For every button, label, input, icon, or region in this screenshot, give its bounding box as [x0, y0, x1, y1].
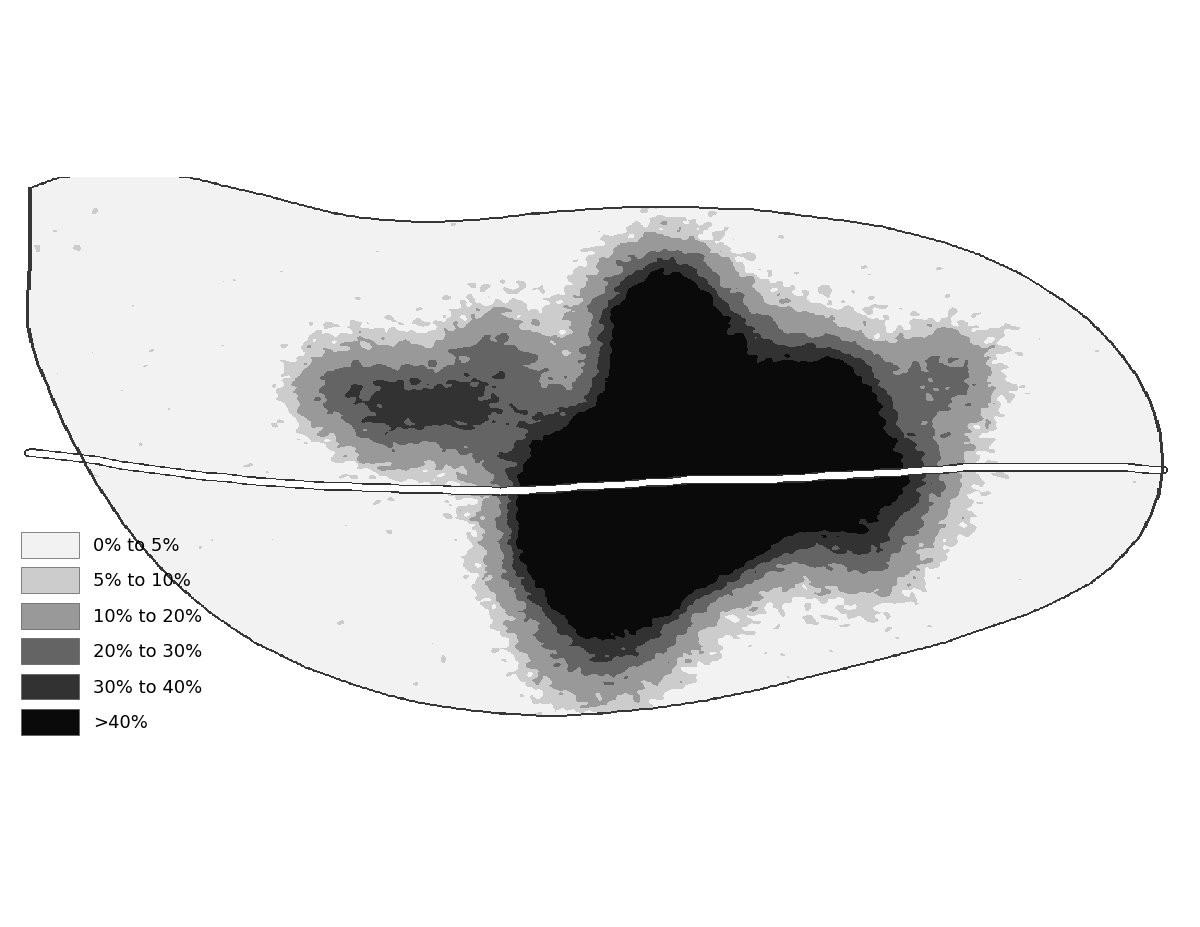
Legend: 0% to 5%, 5% to 10%, 10% to 20%, 20% to 30%, 30% to 40%, >40%: 0% to 5%, 5% to 10%, 10% to 20%, 20% to … — [22, 532, 203, 735]
